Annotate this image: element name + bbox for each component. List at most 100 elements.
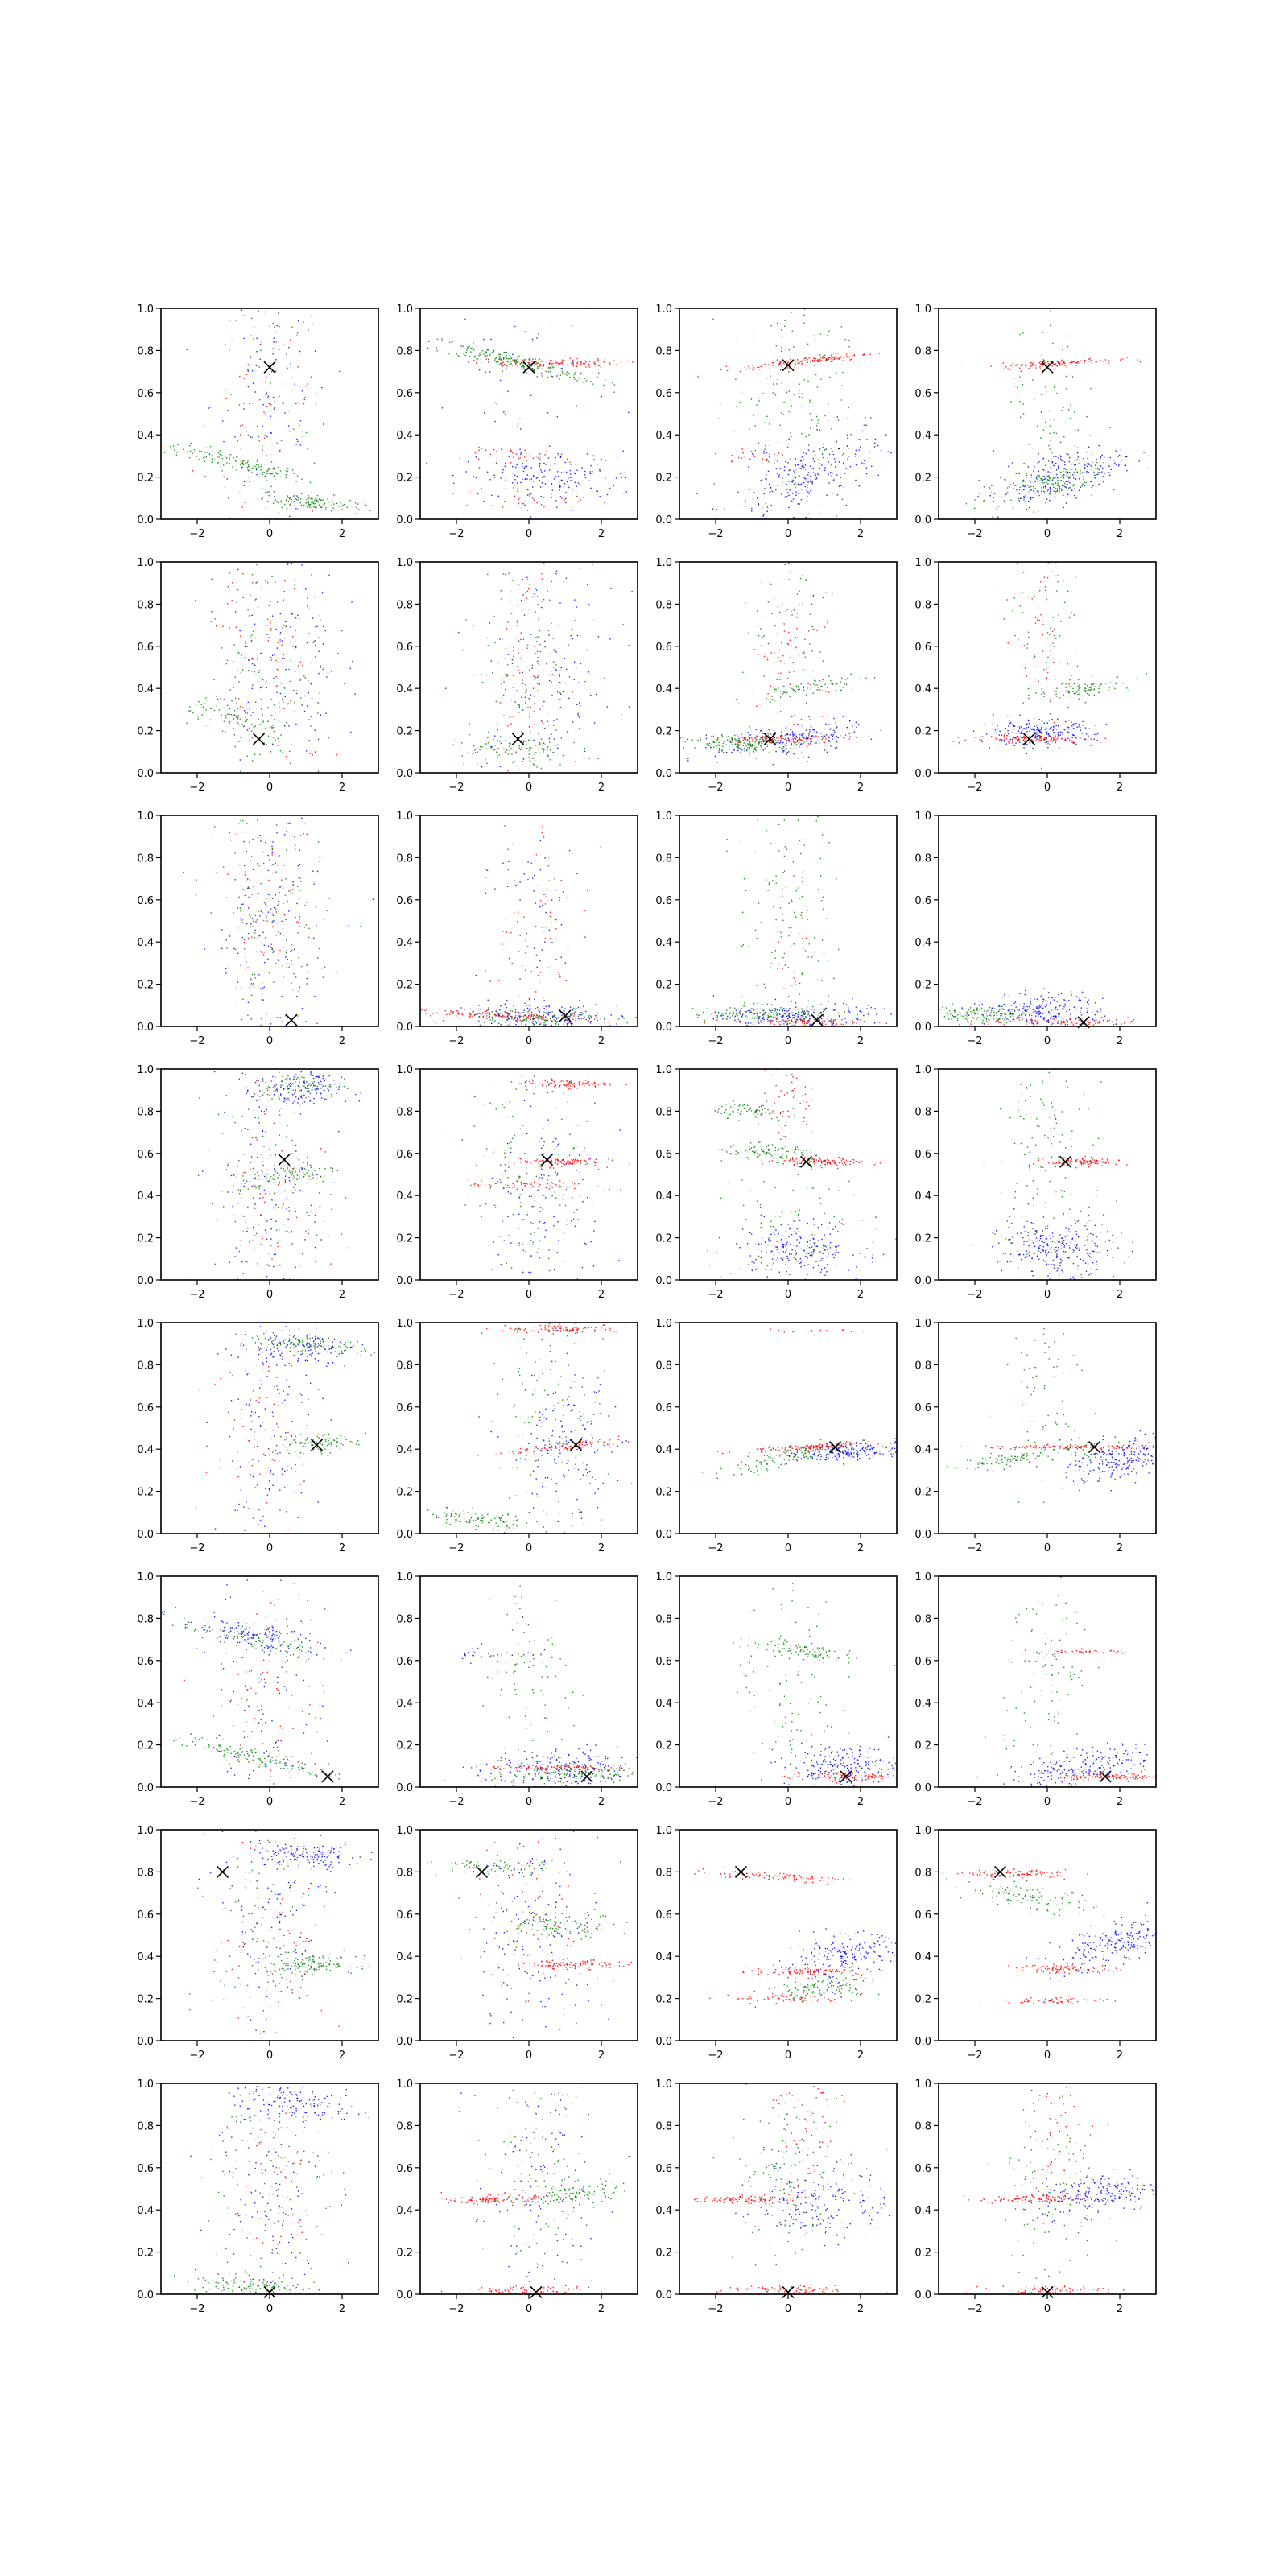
scatter-point-red: [546, 663, 547, 665]
scatter-point-blue: [1038, 491, 1039, 493]
scatter-point-blue: [1015, 473, 1017, 474]
scatter-point-red: [796, 593, 799, 595]
y-tick-label: 0.4: [396, 430, 413, 442]
scatter-point-blue: [320, 714, 321, 716]
scatter-point-green: [1028, 486, 1030, 488]
scatter-point-red: [1121, 358, 1124, 360]
scatter-point-blue: [714, 755, 716, 758]
scatter-point-blue: [757, 497, 758, 499]
scatter-point-red: [1059, 362, 1061, 364]
scatter-point-blue: [493, 616, 495, 617]
scatter-point-green: [510, 357, 512, 359]
scatter-point-blue: [999, 730, 1001, 732]
scatter-point-green: [769, 453, 770, 455]
scatter-point-blue: [1045, 464, 1046, 466]
scatter-point-green: [592, 383, 594, 385]
scatter-point-green: [310, 716, 312, 717]
scatter-point-green: [504, 674, 506, 675]
scatter-point-red: [597, 358, 599, 360]
scatter-point-green: [518, 640, 519, 642]
scatter-point-blue: [834, 731, 836, 733]
scatter-point-green: [313, 640, 315, 642]
scatter-point-blue: [323, 625, 324, 628]
scatter-point-blue: [792, 479, 794, 481]
scatter-point-green: [254, 465, 256, 467]
scatter-point-blue: [288, 725, 290, 727]
scatter-point-green: [831, 428, 832, 430]
scatter-point-blue: [520, 453, 522, 456]
scatter-point-red: [588, 361, 591, 362]
scatter-point-red: [308, 719, 310, 720]
scatter-point-blue: [251, 370, 254, 372]
scatter-point-blue: [813, 450, 815, 452]
scatter-point-green: [320, 665, 321, 667]
scatter-point-blue: [548, 469, 551, 471]
scatter-point-blue: [839, 448, 840, 450]
scatter-point-green: [566, 371, 568, 373]
axes-frame: [160, 815, 379, 1027]
scatter-point-green: [189, 450, 192, 452]
scatter-point-green: [762, 738, 764, 740]
x-tick-label: 2: [857, 528, 864, 540]
scatter-point-green: [270, 659, 273, 661]
scatter-point-blue: [737, 747, 739, 749]
scatter-point-blue: [1001, 734, 1003, 736]
scatter-point-blue: [1082, 724, 1084, 726]
scatter-points: [679, 562, 881, 766]
scatter-point-green: [288, 668, 290, 671]
scatter-point-green: [272, 348, 275, 349]
scatter-point-blue: [548, 634, 550, 636]
scatter-point-red: [531, 664, 534, 666]
scatter-point-green: [562, 372, 564, 374]
scatter-point-blue: [1010, 484, 1012, 485]
scatter-point-green: [500, 736, 502, 737]
scatter-point-green: [1065, 469, 1067, 470]
scatter-point-green: [684, 741, 686, 742]
scatter-point-blue: [795, 491, 797, 493]
scatter-point-blue: [705, 734, 707, 736]
scatter-point-green: [533, 369, 535, 371]
scatter-point-green: [221, 714, 222, 716]
scatter-point-green: [525, 702, 526, 704]
scatter-point-green: [501, 358, 502, 360]
scatter-point-green: [217, 461, 219, 464]
scatter-point-blue: [989, 495, 991, 497]
scatter-point-green: [758, 442, 760, 444]
scatter-point-blue: [305, 588, 307, 590]
scatter-point-green: [1090, 481, 1092, 483]
scatter-point-blue: [276, 1017, 278, 1018]
scatter-point-blue: [528, 726, 530, 728]
scatter-point-blue: [1023, 497, 1025, 499]
scatter-point-green: [1041, 478, 1042, 480]
scatter-point-green: [226, 462, 228, 464]
scatter-point-green: [294, 836, 295, 838]
scatter-point-red: [1046, 598, 1047, 601]
scatter-point-red: [466, 505, 468, 506]
scatter-point-green: [314, 497, 316, 500]
scatter-point-blue: [560, 479, 563, 481]
scatter-point-green: [320, 506, 322, 508]
scatter-point-red: [278, 669, 279, 671]
scatter-point-blue: [576, 469, 578, 471]
scatter-point-blue: [1055, 473, 1058, 476]
scatter-point-green: [535, 611, 536, 613]
scatter-point-red: [320, 667, 321, 669]
scatter-point-blue: [812, 458, 814, 460]
scatter-point-green: [547, 746, 549, 748]
scatter-point-green: [841, 385, 843, 386]
scatter-point-blue: [257, 658, 258, 660]
scatter-point-green: [233, 714, 235, 716]
scatter-point-green: [776, 741, 778, 744]
scatter-point-blue: [712, 508, 714, 510]
scatter-point-green: [1085, 481, 1087, 484]
scatter-point-blue: [805, 737, 807, 739]
scatter-point-blue: [1108, 472, 1110, 473]
scatter-point-blue: [584, 750, 586, 752]
scatter-point-blue: [760, 730, 762, 732]
scatter-point-green: [547, 377, 549, 378]
scatter-point-red: [1039, 739, 1041, 741]
scatter-point-blue: [271, 845, 273, 848]
scatter-point-red: [741, 448, 743, 450]
scatter-point-blue: [1086, 465, 1088, 468]
scatter-point-red: [756, 705, 758, 707]
